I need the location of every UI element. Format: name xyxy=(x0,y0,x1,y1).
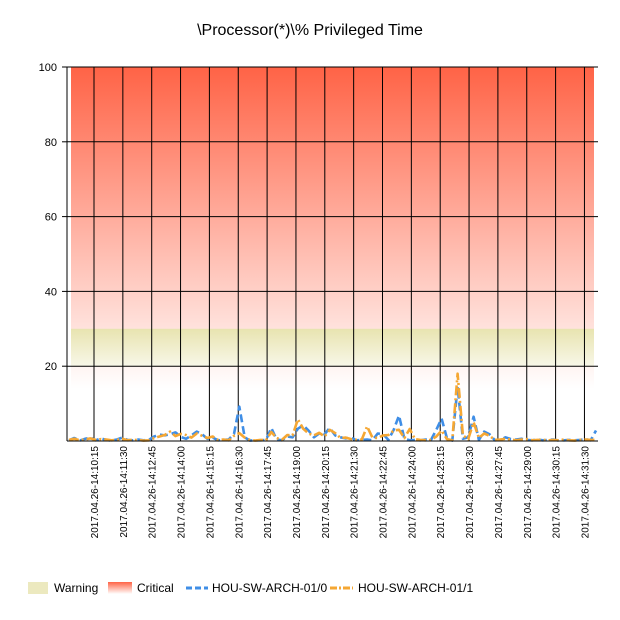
x-tick-label: 2017.04.26-14:30:15 xyxy=(552,446,563,539)
x-tick-label: 2017.04.26-14:14:00 xyxy=(177,446,188,539)
y-tick-label: 20 xyxy=(45,361,57,373)
x-tick-label: 2017.04.26-14:26:30 xyxy=(465,446,476,539)
x-tick-label: 2017.04.26-14:12:45 xyxy=(148,446,159,539)
y-tick-label: 60 xyxy=(45,212,57,224)
legend-critical-label: Critical xyxy=(137,581,174,595)
series-lines xyxy=(68,372,598,442)
legend-warning-swatch xyxy=(28,582,48,594)
x-tick-label: 2017.04.26-14:25:15 xyxy=(436,446,447,539)
x-tick-label: 2017.04.26-14:21:30 xyxy=(350,446,361,539)
x-tick-label: 2017.04.26-14:24:00 xyxy=(407,446,418,539)
y-tick-label: 100 xyxy=(39,62,57,74)
warning-band xyxy=(71,328,594,367)
x-tick-label: 2017.04.26-14:16:30 xyxy=(234,446,245,539)
x-tick-label: 2017.04.26-14:15:15 xyxy=(205,446,216,539)
grid-lines xyxy=(67,66,598,441)
x-tick-label: 2017.04.26-14:27:45 xyxy=(494,446,505,539)
legend-warning-label: Warning xyxy=(54,581,98,595)
legend-critical-swatch xyxy=(108,582,132,594)
x-tick-label: 2017.04.26-14:17:45 xyxy=(263,446,274,539)
x-tick-label: 2017.04.26-14:19:00 xyxy=(292,446,303,539)
y-tick-label: 80 xyxy=(45,137,57,149)
y-tick-labels: 20 40 60 80 100 xyxy=(39,62,57,373)
series-line-2 xyxy=(68,372,596,442)
chart-title: \Processor(*)\% Privileged Time xyxy=(197,22,423,39)
x-tick-label: 2017.04.26-14:31:30 xyxy=(580,446,591,539)
x-tick-label: 2017.04.26-14:10:15 xyxy=(90,446,101,539)
legend-series2-label: HOU-SW-ARCH-01/1 xyxy=(358,581,473,595)
y-tick-label: 40 xyxy=(45,286,57,298)
legend: Warning Critical HOU-SW-ARCH-01/0 HOU-SW-AR… xyxy=(28,581,473,595)
threshold-bands xyxy=(71,67,594,389)
x-tick-label: 2017.04.26-14:11:30 xyxy=(119,446,130,538)
x-tick-label: 2017.04.26-14:22:45 xyxy=(379,446,390,539)
x-tick-label: 2017.04.26-14:20:15 xyxy=(321,446,332,539)
axes xyxy=(62,66,598,442)
x-tick-labels: 2017.04.26-14:10:15 2017.04.26-14:11:30 20… xyxy=(90,446,591,539)
x-tick-label: 2017.04.26-14:29:00 xyxy=(523,446,534,539)
legend-series1-label: HOU-SW-ARCH-01/0 xyxy=(212,581,327,595)
